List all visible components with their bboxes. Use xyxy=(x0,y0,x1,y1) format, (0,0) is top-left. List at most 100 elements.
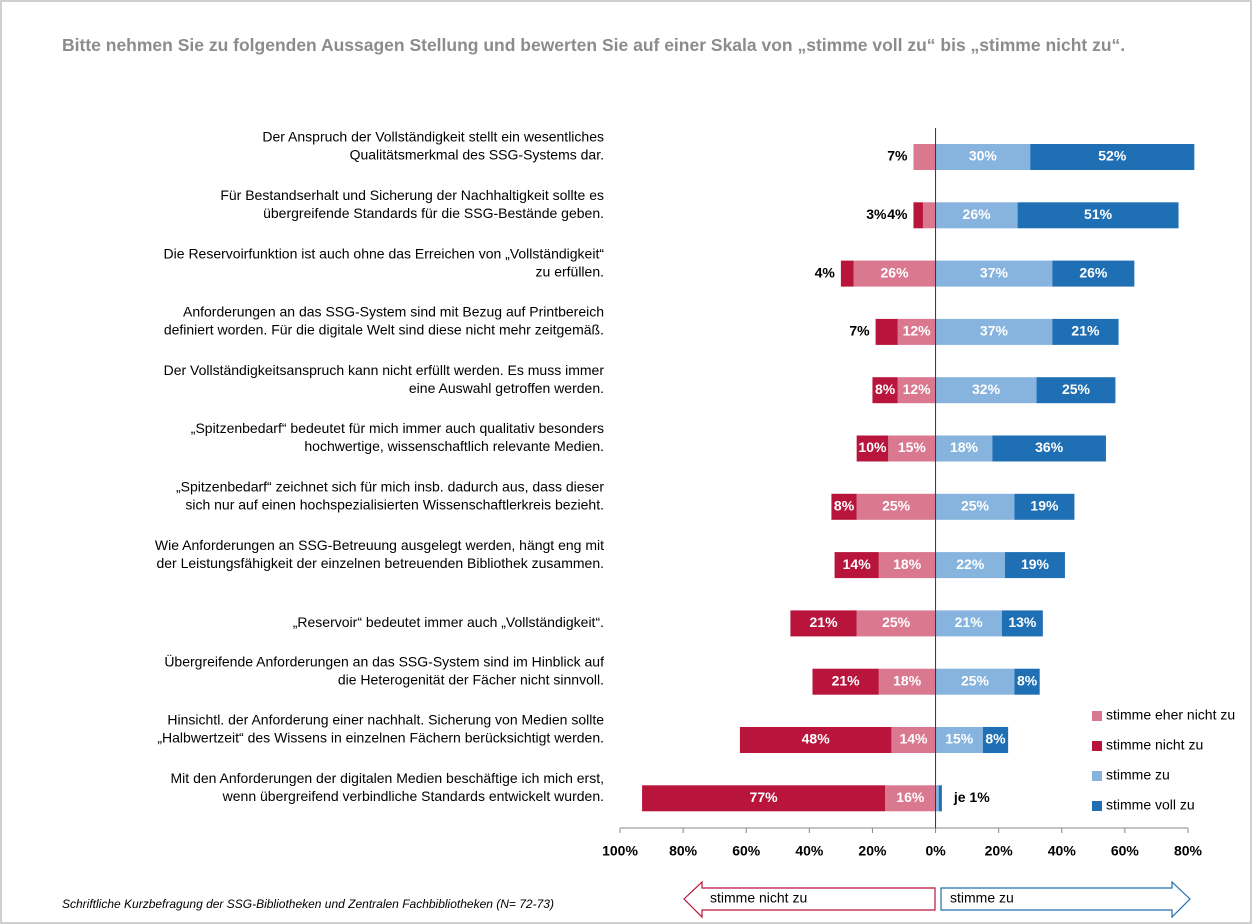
value-label: 14% xyxy=(899,731,928,747)
x-tick-label: 80% xyxy=(1174,843,1203,859)
bar xyxy=(642,785,886,812)
value-label: 12% xyxy=(903,323,932,339)
value-label: 18% xyxy=(893,556,922,572)
bar xyxy=(935,377,1037,404)
bar xyxy=(834,552,879,579)
annotation: je 1% xyxy=(953,789,990,805)
value-label: 12% xyxy=(903,381,932,397)
value-label: 37% xyxy=(980,323,1009,339)
bar xyxy=(935,668,1015,695)
row-label: zu erfüllen. xyxy=(536,263,604,279)
bar xyxy=(1017,202,1179,229)
bar xyxy=(935,435,993,462)
row-label: der Leistungsfähigkeit der einzelnen bet… xyxy=(156,555,604,571)
value-label: 37% xyxy=(980,264,1009,280)
bar xyxy=(878,668,936,695)
chart-title: Bitte nehmen Sie zu folgenden Aussagen S… xyxy=(62,35,1126,55)
value-label: 7% xyxy=(887,148,908,164)
row-label: hochwertige, wissenschaftlich relevante … xyxy=(304,438,604,454)
x-tick-label: 40% xyxy=(1048,843,1077,859)
bar xyxy=(935,202,1018,229)
bar xyxy=(992,435,1106,462)
row-label: „Reservoir“ bedeutet immer auch „Vollstä… xyxy=(293,614,604,630)
row-label: Der Anspruch der Vollständigkeit stellt … xyxy=(262,129,604,145)
row-label: Qualitätsmerkmal des SSG-Systems dar. xyxy=(350,147,604,163)
value-label: 48% xyxy=(802,731,831,747)
bar xyxy=(885,785,936,812)
bar xyxy=(1052,318,1119,345)
legend-label: stimme nicht zu xyxy=(1106,737,1203,753)
value-label: 30% xyxy=(969,148,998,164)
value-label: 8% xyxy=(1017,672,1038,688)
bar xyxy=(935,552,1005,579)
x-tick-label: 40% xyxy=(795,843,824,859)
bar xyxy=(1052,260,1135,287)
value-label: 26% xyxy=(1079,264,1108,280)
bar xyxy=(1001,610,1043,637)
bar xyxy=(897,318,936,345)
value-label: 13% xyxy=(1008,614,1037,630)
bar xyxy=(935,318,1053,345)
bar xyxy=(856,493,936,520)
bar xyxy=(856,610,936,637)
legend-swatch xyxy=(1092,771,1102,781)
value-label: 25% xyxy=(961,672,990,688)
bar xyxy=(840,260,854,287)
bar xyxy=(831,493,857,520)
bar xyxy=(982,727,1009,753)
value-label: 4% xyxy=(887,206,908,222)
bar xyxy=(913,144,936,170)
row-label: Der Vollständigkeitsanspruch kann nicht … xyxy=(164,362,605,378)
x-tick-label: 100% xyxy=(602,843,638,859)
bar xyxy=(938,785,942,812)
legend-label: stimme voll zu xyxy=(1106,797,1195,813)
row-label: Übergreifende Anforderungen an das SSG-S… xyxy=(164,652,604,669)
bar xyxy=(790,610,857,637)
row-label: „Halbwertzeit“ des Wissens in einzelnen … xyxy=(157,730,604,746)
bar xyxy=(878,552,936,579)
arrow-left xyxy=(683,880,936,919)
value-label: 25% xyxy=(882,498,911,514)
bar xyxy=(1036,377,1116,404)
bar xyxy=(739,727,892,753)
row-label: Für Bestandserhalt und Sicherung der Nac… xyxy=(220,187,604,203)
value-label: 15% xyxy=(898,439,927,455)
bar xyxy=(935,144,1031,170)
bar xyxy=(922,202,936,229)
value-label: 25% xyxy=(961,498,990,514)
bar xyxy=(1014,493,1075,520)
value-label: 25% xyxy=(882,614,911,630)
bar xyxy=(935,493,1015,520)
bar xyxy=(935,610,1002,637)
x-tick-label: 20% xyxy=(985,843,1014,859)
row-label: die Heterogenität der Fächer nicht sinnv… xyxy=(338,671,604,687)
bar xyxy=(812,668,879,695)
value-label: 19% xyxy=(1021,556,1050,572)
value-label: 77% xyxy=(750,789,779,805)
arrow-label: stimme zu xyxy=(950,890,1014,906)
bar xyxy=(935,785,939,812)
legend-swatch xyxy=(1092,801,1102,811)
bar xyxy=(891,727,936,753)
footnote: Schriftliche Kurzbefragung der SSG-Bibli… xyxy=(62,897,554,911)
row-label: „Spitzenbedarf“ zeichnet sich für mich i… xyxy=(176,479,604,495)
bar xyxy=(897,377,936,404)
x-tick-label: 80% xyxy=(669,843,698,859)
bar xyxy=(853,260,936,287)
row-label: sich nur auf einen hochspezialisierten W… xyxy=(185,497,604,513)
bar xyxy=(913,202,923,229)
x-tick-label: 60% xyxy=(1111,843,1140,859)
legend-label: stimme zu xyxy=(1106,767,1170,783)
x-tick-label: 60% xyxy=(732,843,761,859)
row-label: Wie Anforderungen an SSG-Betreuung ausge… xyxy=(155,537,604,553)
value-label: 8% xyxy=(985,731,1006,747)
bar xyxy=(856,435,889,462)
value-label: 21% xyxy=(832,672,861,688)
row-label: definiert worden. Für die digitale Welt … xyxy=(164,322,604,338)
bar xyxy=(1030,144,1195,170)
row-label: wenn übergreifend verbindliche Standards… xyxy=(222,788,604,804)
value-label: 16% xyxy=(896,789,925,805)
value-label: 26% xyxy=(881,264,910,280)
